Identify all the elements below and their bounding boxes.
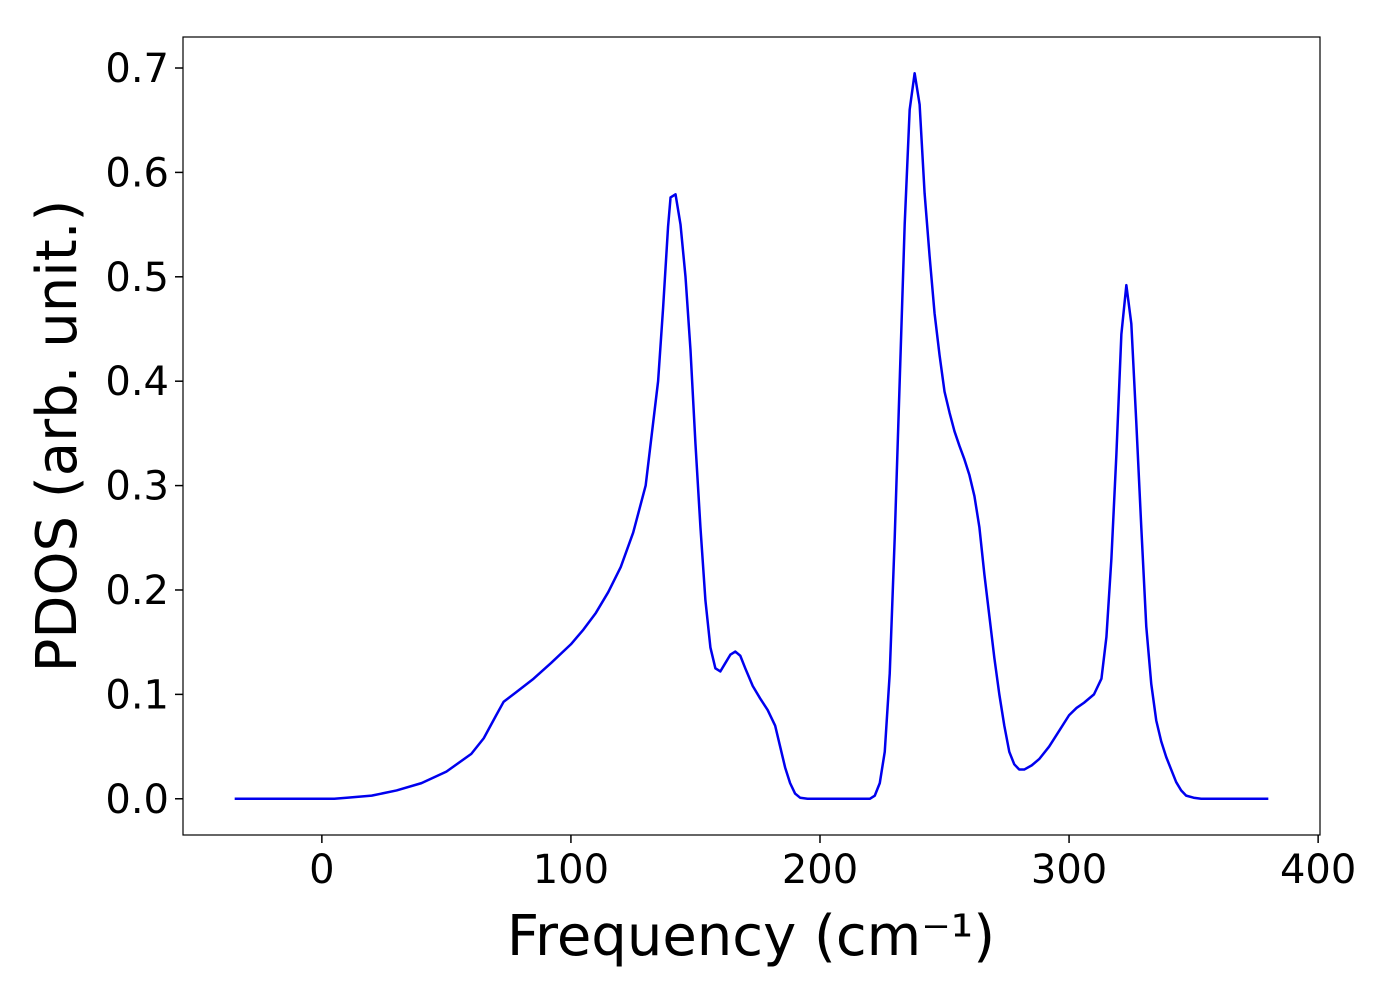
x-tick-label: 400	[1280, 847, 1356, 893]
x-axis-label: Frequency (cm⁻¹)	[507, 904, 995, 969]
y-axis-label: PDOS (arb. unit.)	[25, 200, 90, 673]
x-tick-label: 0	[309, 847, 334, 893]
y-tick-label: 0.0	[105, 777, 169, 823]
x-tick-label: 300	[1031, 847, 1107, 893]
plot-frame	[182, 36, 1321, 836]
y-tick-label: 0.5	[105, 255, 169, 301]
y-tick-label: 0.7	[105, 46, 169, 92]
x-tick-label: 100	[533, 847, 609, 893]
y-tick-label: 0.6	[105, 150, 169, 196]
data-line	[234, 71, 1269, 801]
y-tick-label: 0.2	[105, 568, 169, 614]
y-tick-label: 0.3	[105, 464, 169, 510]
x-tick-label: 200	[782, 847, 858, 893]
y-tick-label: 0.1	[105, 672, 169, 718]
y-tick-label: 0.4	[105, 359, 169, 405]
